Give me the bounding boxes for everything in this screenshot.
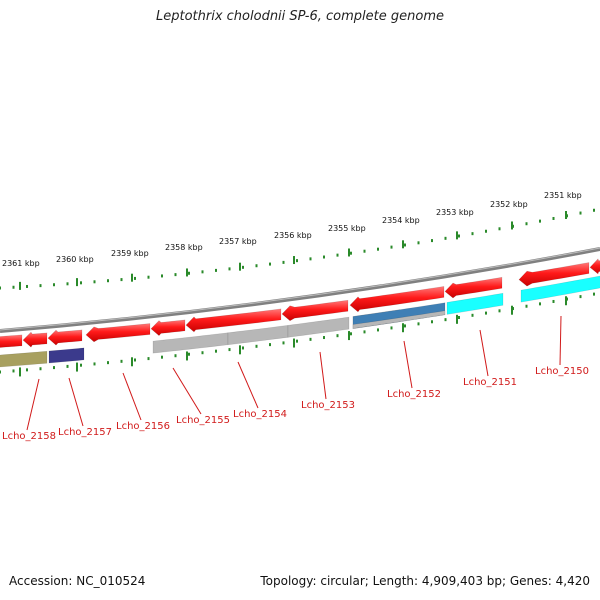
kbp-label: 2352 kbp xyxy=(490,200,528,209)
kbp-scale: 2361 kbp 2360 kbp 2359 kbp 2358 kbp 2357 kbp… xyxy=(2,191,582,268)
locus-labels: Lcho_2158 Lcho_2157Lcho_2156Lcho_2155Lcho… xyxy=(2,315,589,442)
gene-arrow xyxy=(22,331,48,348)
locus-leader-line xyxy=(122,372,142,421)
locus-leader-line xyxy=(237,361,259,409)
gene-arrow xyxy=(589,258,600,275)
gene-arrow xyxy=(185,308,282,333)
gene-arrow xyxy=(47,329,83,346)
genome-summary-text: Topology: circular; Length: 4,909,403 bp… xyxy=(260,574,590,588)
gene-arrow xyxy=(0,334,23,348)
gene-arrow xyxy=(518,262,590,287)
cds-bar-lcho_2155 xyxy=(227,324,289,346)
backbone-arc xyxy=(0,247,600,333)
genome-backbone xyxy=(0,247,600,333)
cds-bar-lcho_2151 xyxy=(446,292,504,315)
locus-leader-line xyxy=(403,340,413,389)
map-title: Leptothrix cholodnii SP-6, complete geno… xyxy=(156,9,444,24)
kbp-label: 2361 kbp xyxy=(2,259,40,268)
locus-leader-line xyxy=(172,367,202,415)
cds-bar-lower-strand xyxy=(352,310,446,329)
gene-arrow xyxy=(349,286,445,313)
gene-arrow xyxy=(444,276,503,299)
locus-label: Lcho_2153 xyxy=(301,400,355,411)
gene-arrow xyxy=(150,319,186,337)
feature-track xyxy=(0,258,600,368)
kbp-label: 2355 kbp xyxy=(328,224,366,233)
locus-leader-line xyxy=(559,315,562,366)
locus-leader-line xyxy=(26,378,40,431)
accession-text: Accession: NC_010524 xyxy=(9,574,146,588)
cds-bar-lcho_2158 xyxy=(0,350,48,368)
kbp-label: 2357 kbp xyxy=(219,237,257,246)
cds-bar-lcho_2150 xyxy=(520,275,600,303)
locus-label: Lcho_2156 xyxy=(116,421,170,432)
kbp-label: 2351 kbp xyxy=(544,191,582,200)
locus-label: Lcho_2158 xyxy=(2,431,56,442)
kbp-label: 2360 kbp xyxy=(56,255,94,264)
gene-arrow xyxy=(85,323,151,343)
cds-bar-lcho_2156 xyxy=(152,332,229,354)
kbp-label: 2356 kbp xyxy=(274,231,312,240)
locus-leader-line xyxy=(479,329,489,377)
backbone-highlight xyxy=(0,247,600,331)
locus-label: Lcho_2155 xyxy=(176,415,230,426)
cds-bar-lcho_2157 xyxy=(48,347,85,364)
locus-label: Lcho_2154 xyxy=(233,409,287,420)
kbp-label: 2358 kbp xyxy=(165,243,203,252)
scale-ticks xyxy=(0,208,595,377)
locus-label: Lcho_2150 xyxy=(535,366,589,377)
locus-label: Lcho_2151 xyxy=(463,377,517,388)
locus-label: Lcho_2157 xyxy=(58,427,112,438)
kbp-label: 2353 kbp xyxy=(436,208,474,217)
cds-bar-lcho_2154 xyxy=(287,316,350,338)
kbp-label: 2354 kbp xyxy=(382,216,420,225)
kbp-label: 2359 kbp xyxy=(111,249,149,258)
locus-label: Lcho_2152 xyxy=(387,389,441,400)
gene-arrow xyxy=(281,299,349,322)
locus-leader-line xyxy=(68,377,84,427)
locus-leader-line xyxy=(319,351,327,400)
